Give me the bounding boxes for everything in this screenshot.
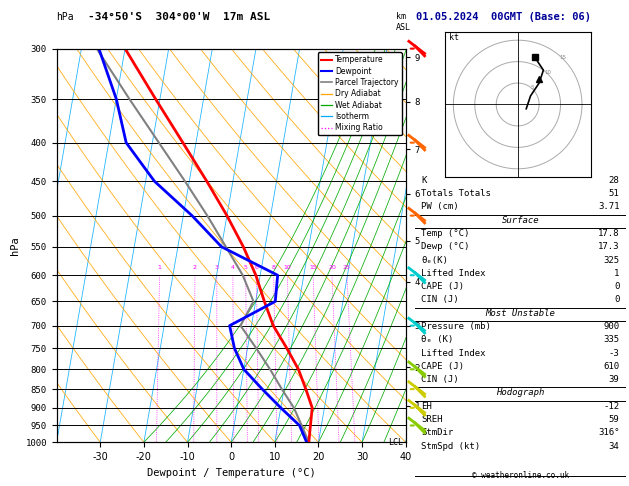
Text: Most Unstable: Most Unstable	[486, 309, 555, 318]
Text: 325: 325	[603, 256, 620, 264]
Text: 1: 1	[614, 269, 620, 278]
Text: CIN (J): CIN (J)	[421, 295, 459, 304]
Text: 610: 610	[603, 362, 620, 371]
Text: Pressure (mb): Pressure (mb)	[421, 322, 491, 331]
Text: -3: -3	[609, 348, 620, 358]
Text: Surface: Surface	[502, 216, 539, 225]
Text: Lifted Index: Lifted Index	[421, 269, 486, 278]
Text: 15: 15	[309, 265, 317, 270]
Text: Lifted Index: Lifted Index	[421, 348, 486, 358]
Text: 335: 335	[603, 335, 620, 344]
Text: Hodograph: Hodograph	[496, 388, 545, 398]
Text: 1: 1	[158, 265, 162, 270]
Legend: Temperature, Dewpoint, Parcel Trajectory, Dry Adiabat, Wet Adiabat, Isotherm, Mi: Temperature, Dewpoint, Parcel Trajectory…	[318, 52, 402, 135]
Text: 28: 28	[609, 176, 620, 185]
Text: StmSpd (kt): StmSpd (kt)	[421, 442, 481, 451]
Text: 3: 3	[214, 265, 219, 270]
Text: © weatheronline.co.uk: © weatheronline.co.uk	[472, 471, 569, 480]
Text: CAPE (J): CAPE (J)	[421, 282, 464, 291]
Text: K: K	[421, 176, 427, 185]
Text: 17.8: 17.8	[598, 229, 620, 238]
Text: kt: kt	[449, 33, 459, 42]
Text: 34: 34	[609, 442, 620, 451]
Text: hPa: hPa	[57, 12, 74, 22]
Text: PW (cm): PW (cm)	[421, 203, 459, 211]
Y-axis label: hPa: hPa	[10, 236, 20, 255]
Text: 5: 5	[531, 86, 535, 90]
Text: EH: EH	[421, 402, 432, 411]
Text: 4: 4	[231, 265, 235, 270]
Text: -12: -12	[603, 402, 620, 411]
Text: Totals Totals: Totals Totals	[421, 189, 491, 198]
Text: 6: 6	[254, 265, 259, 270]
Text: 0: 0	[614, 282, 620, 291]
Text: θₑ (K): θₑ (K)	[421, 335, 454, 344]
Text: 15: 15	[559, 55, 566, 60]
Text: 17.3: 17.3	[598, 243, 620, 251]
Text: SREH: SREH	[421, 415, 443, 424]
Text: 3.71: 3.71	[598, 203, 620, 211]
X-axis label: Dewpoint / Temperature (°C): Dewpoint / Temperature (°C)	[147, 468, 316, 478]
Text: 316°: 316°	[598, 428, 620, 437]
Text: 01.05.2024  00GMT (Base: 06): 01.05.2024 00GMT (Base: 06)	[416, 12, 591, 22]
Text: -34°50'S  304°00'W  17m ASL: -34°50'S 304°00'W 17m ASL	[88, 12, 270, 22]
Text: 0: 0	[614, 295, 620, 304]
Text: 2: 2	[193, 265, 197, 270]
Text: Temp (°C): Temp (°C)	[421, 229, 470, 238]
Text: CIN (J): CIN (J)	[421, 375, 459, 384]
Text: CAPE (J): CAPE (J)	[421, 362, 464, 371]
Text: 10: 10	[284, 265, 291, 270]
Text: 20: 20	[328, 265, 336, 270]
Text: 51: 51	[609, 189, 620, 198]
Text: 10: 10	[544, 70, 551, 75]
Text: 5: 5	[244, 265, 248, 270]
Text: 8: 8	[272, 265, 276, 270]
Text: Dewp (°C): Dewp (°C)	[421, 243, 470, 251]
Text: km
ASL: km ASL	[396, 12, 411, 32]
Text: StmDir: StmDir	[421, 428, 454, 437]
Text: 900: 900	[603, 322, 620, 331]
Text: LCL: LCL	[389, 438, 404, 447]
Text: 25: 25	[343, 265, 351, 270]
Text: θₑ(K): θₑ(K)	[421, 256, 448, 264]
Text: 39: 39	[609, 375, 620, 384]
Text: 59: 59	[609, 415, 620, 424]
